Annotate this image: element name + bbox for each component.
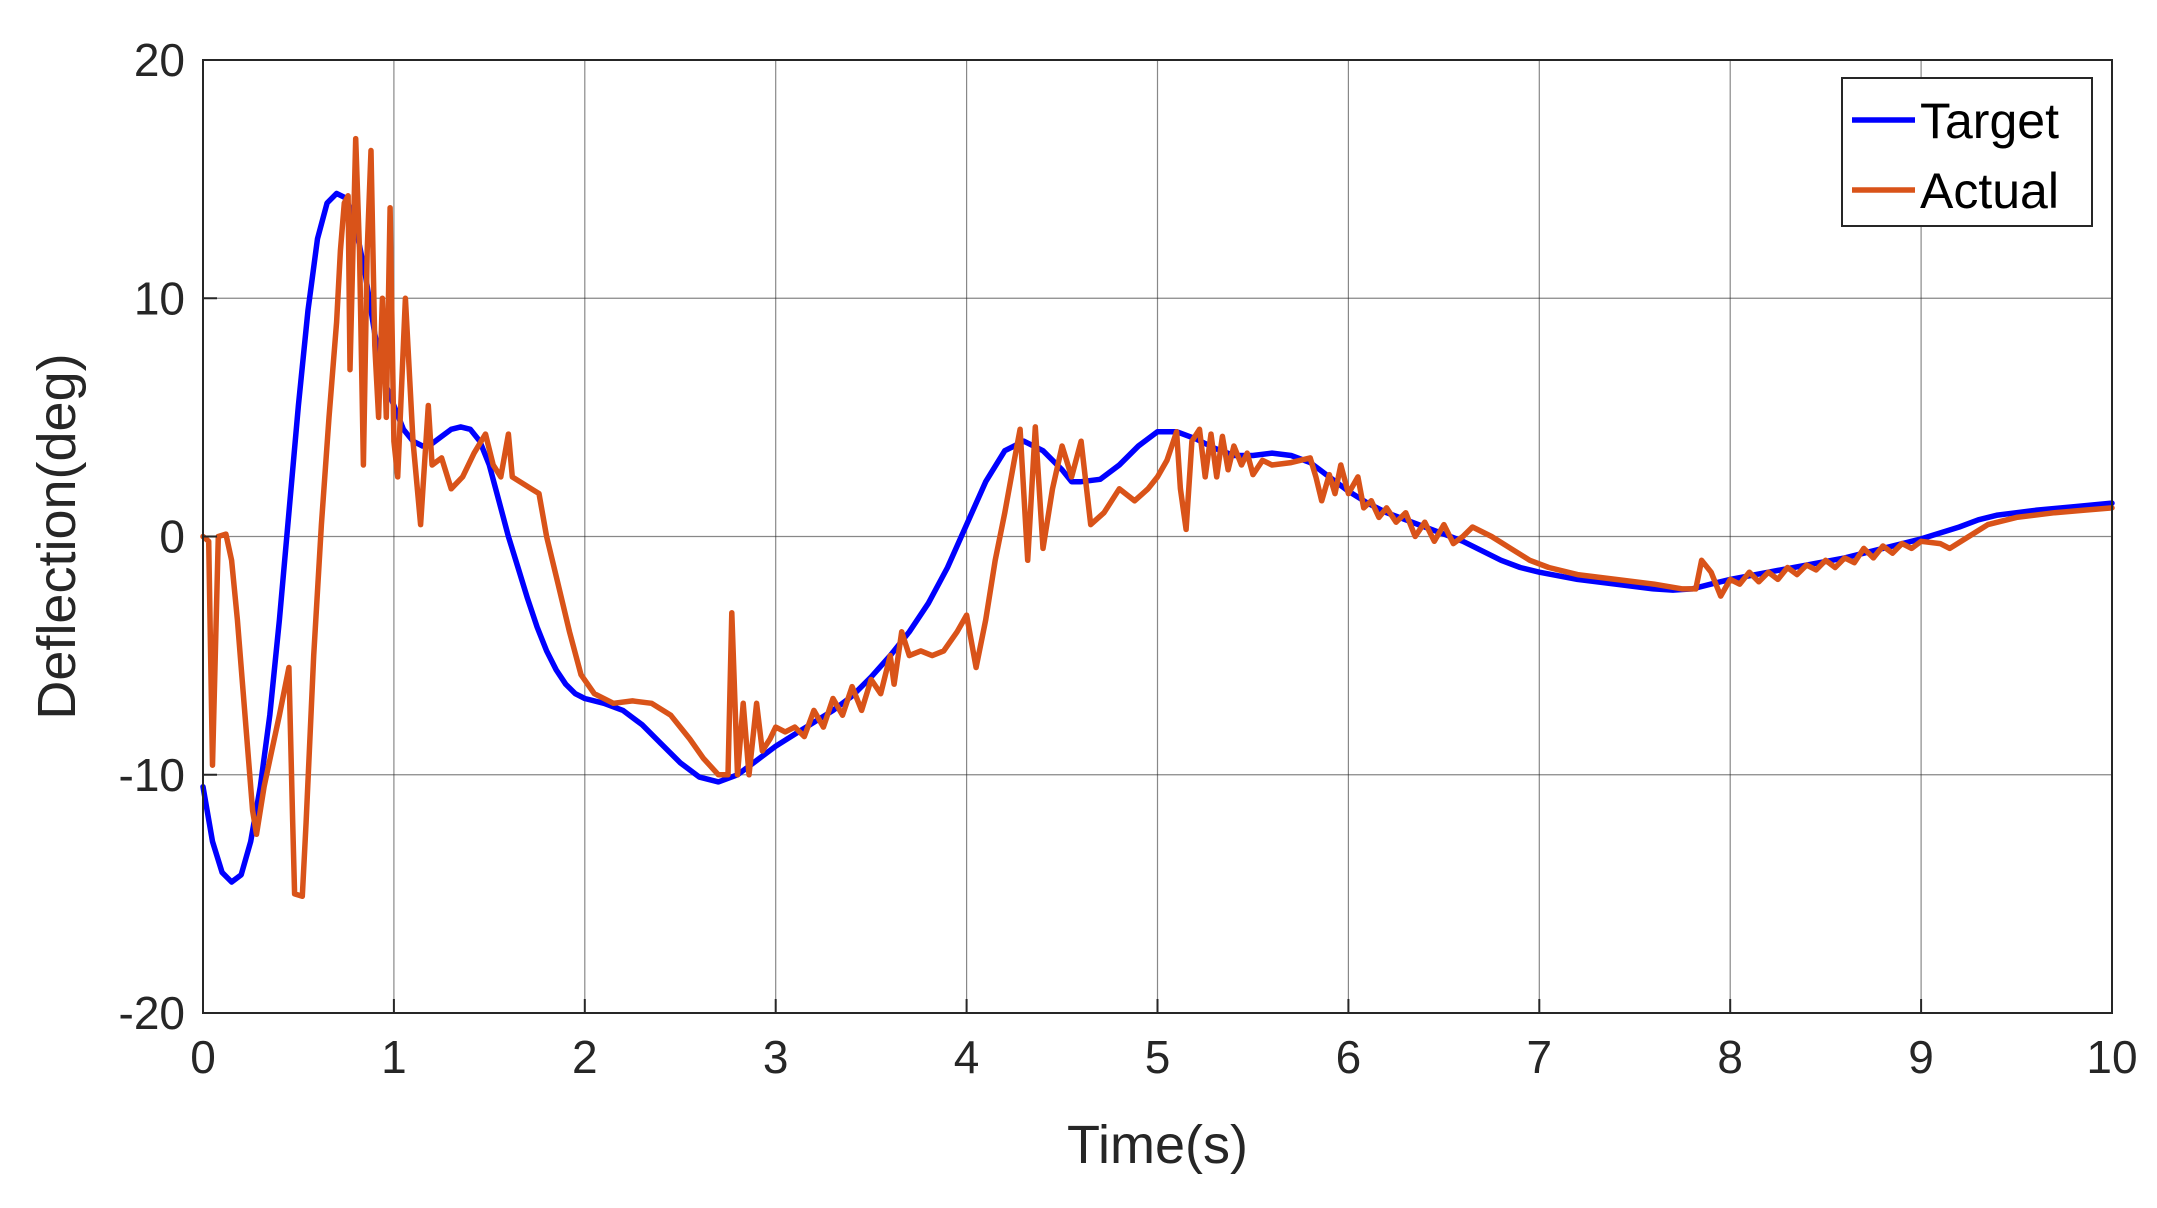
legend-label-target: Target	[1920, 93, 2059, 149]
x-tick-label: 7	[1527, 1031, 1553, 1083]
x-axis-label: Time(s)	[1067, 1115, 1248, 1175]
legend: Target Actual	[1841, 77, 2093, 227]
x-axis-ticks: 0 1 2 3 4 5 6 7 8 9 10	[190, 999, 2138, 1083]
legend-label-actual: Actual	[1920, 163, 2059, 219]
x-tick-label: 8	[1717, 1031, 1743, 1083]
y-tick-label: 10	[134, 272, 185, 324]
series-line-actual	[200, 135, 2115, 900]
y-tick-label: -10	[119, 749, 185, 801]
series-layer	[200, 135, 2115, 900]
y-axis-label: Deflection(deg)	[27, 353, 87, 719]
x-tick-label: 6	[1336, 1031, 1362, 1083]
legend-box	[1841, 77, 2093, 227]
y-tick-label: 0	[159, 511, 185, 563]
x-tick-label: 4	[954, 1031, 980, 1083]
y-tick-label: -20	[119, 987, 185, 1039]
x-tick-label: 3	[763, 1031, 789, 1083]
x-tick-label: 1	[381, 1031, 407, 1083]
x-tick-label: 9	[1908, 1031, 1934, 1083]
x-tick-label: 0	[190, 1031, 216, 1083]
y-axis-ticks: -20 -10 0 10 20	[119, 34, 217, 1039]
x-tick-label: 10	[2086, 1031, 2137, 1083]
y-tick-label: 20	[134, 34, 185, 86]
x-tick-label: 5	[1145, 1031, 1171, 1083]
x-tick-label: 2	[572, 1031, 598, 1083]
